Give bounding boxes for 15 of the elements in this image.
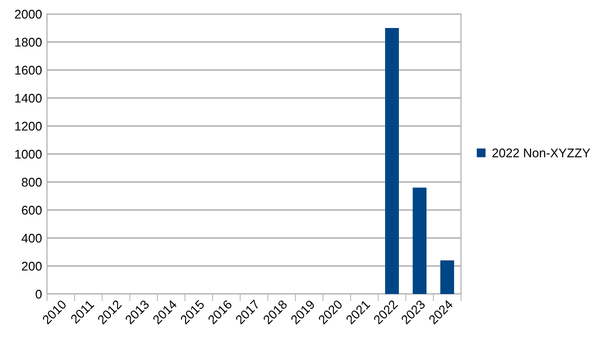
y-tick-label: 400 [22,234,42,243]
y-tick-label: 600 [22,206,42,215]
y-tick-label: 1400 [15,94,42,103]
y-tick-label: 1000 [15,150,42,159]
bar [412,188,426,294]
legend-label: 2022 Non-XYZZY [492,148,590,158]
y-tick-label: 1800 [15,38,42,47]
y-tick-label: 2000 [14,10,42,19]
y-tick-label: 1600 [15,66,42,75]
bar [440,260,454,294]
y-tick-label: 0 [36,290,42,299]
bar [385,28,399,294]
y-tick-label: 800 [22,178,42,187]
y-tick-label: 1200 [15,122,42,131]
y-tick-label: 200 [22,262,42,271]
